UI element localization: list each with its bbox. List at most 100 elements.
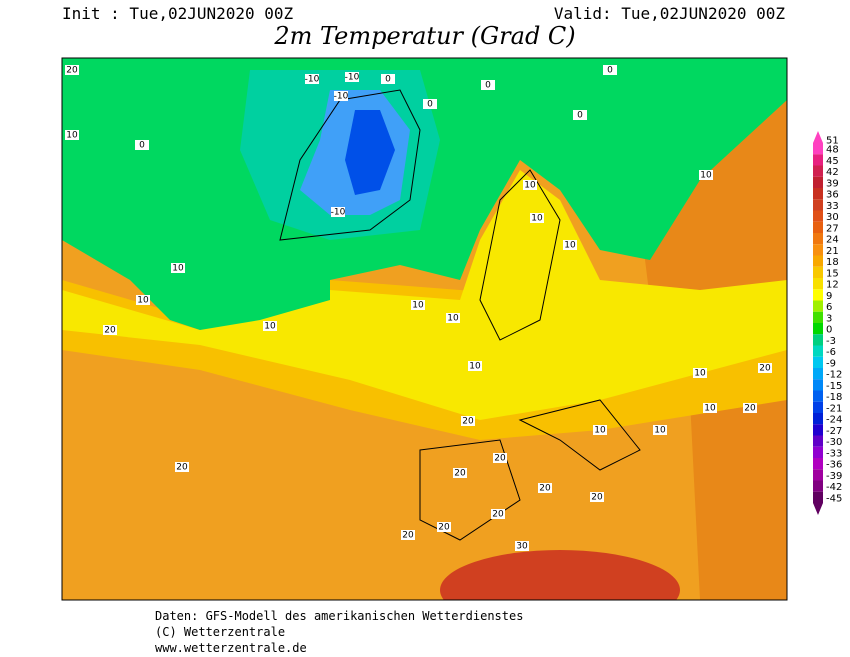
contour-label: 10 — [469, 362, 481, 372]
colorbar-swatch — [813, 266, 823, 278]
colorbar-swatch — [813, 154, 823, 166]
contour-label-bg — [65, 130, 79, 140]
contour-label: -10 — [345, 73, 360, 83]
contour-label-bg — [305, 74, 319, 84]
contour-label-bg — [171, 263, 185, 273]
contour-label-bg — [493, 453, 507, 463]
contour-label: 20 — [759, 364, 771, 374]
contour-label-bg — [461, 416, 475, 426]
contour-label-bg — [453, 468, 467, 478]
greenland-core — [345, 110, 395, 195]
colorbar-swatch — [813, 300, 823, 312]
contour-label-bg — [593, 425, 607, 435]
contour-label: 20 — [176, 463, 188, 473]
colorbar-label: -36 — [826, 460, 842, 471]
footer-line: Daten: GFS-Modell des amerikanischen Wet… — [155, 609, 523, 623]
colorbar-label: -12 — [826, 370, 842, 381]
band-12 — [62, 170, 787, 420]
contour-label-bg — [103, 325, 117, 335]
contour-label: 10 — [524, 181, 536, 191]
colorbar-label: 24 — [826, 235, 839, 246]
colorbar-label: 30 — [826, 212, 839, 223]
contour-label: 20 — [402, 531, 414, 541]
colorbar-label: 21 — [826, 246, 839, 257]
colorbar-label: 45 — [826, 156, 839, 167]
contour-label-bg — [136, 295, 150, 305]
coastlines — [279, 89, 641, 541]
contour-label: 20 — [438, 523, 450, 533]
map-frame — [61, 57, 788, 601]
colorbar-swatch — [813, 176, 823, 188]
colorbar-swatch — [813, 446, 823, 458]
colorbar-swatch — [813, 491, 823, 503]
contour-label: 10 — [447, 314, 459, 324]
colorbar-swatch — [813, 469, 823, 481]
contour-label: 10 — [66, 131, 78, 141]
contour-label-bg — [481, 80, 495, 90]
contour-label: 0 — [385, 75, 391, 85]
colorbar-swatch — [813, 221, 823, 233]
colorbar-swatch — [813, 233, 823, 245]
colorbar-swatch — [813, 458, 823, 470]
contour-label-bg — [515, 541, 529, 551]
contour-label-bg — [703, 403, 717, 413]
contour-label-bg — [743, 403, 757, 413]
contour-label-bg — [334, 91, 348, 101]
colorbar-swatch — [813, 143, 823, 155]
contour-label: 20 — [591, 493, 603, 503]
colorbar-label: 33 — [826, 201, 839, 212]
colorbar-label: -27 — [826, 426, 842, 437]
footer-line: www.wetterzentrale.de — [155, 641, 307, 655]
contour-label: 20 — [539, 484, 551, 494]
contour-label-bg — [491, 509, 505, 519]
colorbar-swatch — [813, 401, 823, 413]
colorbar-label: 36 — [826, 190, 839, 201]
contour-label: 10 — [531, 214, 543, 224]
colorbar-label: -39 — [826, 471, 842, 482]
contour-label: 0 — [485, 81, 491, 91]
colorbar-swatch — [813, 199, 823, 211]
colorbar-arrow-bottom — [813, 503, 823, 515]
colorbar-label: 18 — [826, 257, 839, 268]
contour-label-bg — [423, 99, 437, 109]
contour-label-bg — [523, 180, 537, 190]
colorbar-label: 39 — [826, 178, 839, 189]
contour-label-bg — [65, 65, 79, 75]
colorbar-swatch — [813, 210, 823, 222]
contour-label-bg — [590, 492, 604, 502]
contour-label: 20 — [492, 510, 504, 520]
contour-label-bg — [401, 530, 415, 540]
colorbar-swatch — [813, 413, 823, 425]
contour-label-bg — [468, 361, 482, 371]
contour-label-bg — [446, 313, 460, 323]
contour-label-bg — [573, 110, 587, 120]
colorbar-swatch — [813, 289, 823, 301]
contour-label: 10 — [594, 426, 606, 436]
contour-label: -10 — [305, 75, 320, 85]
contour-label-bg — [381, 74, 395, 84]
contour-label: 20 — [462, 417, 474, 427]
colorbar-label: -3 — [826, 336, 836, 347]
colorbar-label: 42 — [826, 167, 839, 178]
colorbar-swatch — [813, 255, 823, 267]
contour-label-bg — [653, 425, 667, 435]
colorbar-label: -24 — [826, 415, 842, 426]
colorbar-swatch — [813, 323, 823, 335]
colorbar-label: 27 — [826, 223, 839, 234]
contour-label: 20 — [66, 66, 78, 76]
contour-label-bg — [758, 363, 772, 373]
contour-label-bg — [135, 140, 149, 150]
contour-label: 0 — [577, 111, 583, 121]
colorbar-label: -33 — [826, 448, 842, 459]
colorbar-swatch — [813, 424, 823, 436]
colorbar-label: 3 — [826, 313, 832, 324]
colorbar-arrow-top — [813, 131, 823, 143]
colorbar-label: -15 — [826, 381, 842, 392]
contour-label: 10 — [264, 322, 276, 332]
contour-label: 30 — [516, 542, 528, 552]
colorbar-label: 6 — [826, 302, 832, 313]
colorbar-label: 51 — [826, 135, 839, 146]
colorbar-label: -30 — [826, 437, 842, 448]
contour-label: 10 — [694, 369, 706, 379]
